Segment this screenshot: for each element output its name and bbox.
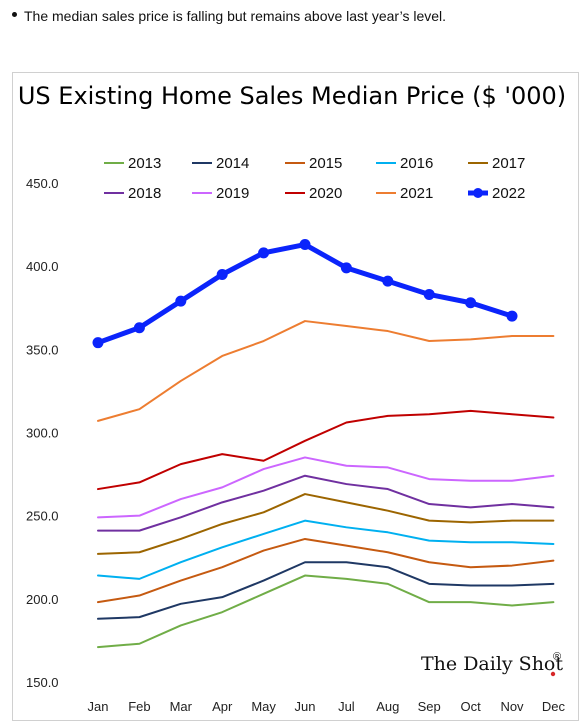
legend-label: 2013 [128,155,161,172]
data-point [465,297,477,309]
y-tick-label: 450.0 [26,176,59,191]
legend-item: 2022 [468,185,525,202]
series-line [97,456,555,519]
data-point [299,239,311,251]
data-point [423,288,435,300]
x-tick-label: Apr [212,699,233,714]
brand-mark: ® [553,651,561,663]
series-2013 [97,574,555,649]
data-point [216,268,228,280]
y-tick-label: 250.0 [26,509,59,524]
series-2018 [97,474,555,532]
legend-label: 2016 [400,155,433,172]
legend-label: 2021 [400,185,433,202]
legend-label: 2019 [216,185,249,202]
legend-item: 2021 [376,185,433,202]
x-tick-label: Oct [460,699,481,714]
series-2022 [92,239,518,349]
series-2021 [97,320,555,422]
y-tick-label: 400.0 [26,259,59,274]
legend-label: 2020 [309,185,342,202]
x-tick-label: Dec [542,699,566,714]
bullet-icon [12,11,17,17]
series-2014 [97,561,555,620]
x-tick-label: Aug [376,699,399,714]
series-line [97,474,555,532]
legend-item: 2017 [468,155,525,172]
legend-label: 2022 [492,185,525,202]
series-2015 [97,537,555,604]
y-tick-label: 350.0 [26,342,59,357]
chart-legend: 2013 2014 2015 2016 2017 2018 2019 2020 2021 2022 [104,155,525,202]
legend-label: 2018 [128,185,161,202]
series-line [95,242,515,346]
series-2019 [97,456,555,519]
series-line [97,409,555,491]
legend-item: 2020 [285,185,342,202]
y-tick-label: 300.0 [26,426,59,441]
chart-frame [12,72,579,721]
brand-logo: The Daily Shot ® [421,651,563,677]
legend-label: 2017 [492,155,525,172]
x-tick-label: Sep [418,699,441,714]
legend-item: 2019 [192,185,249,202]
legend-label: 2015 [309,155,342,172]
series-line [97,574,555,649]
legend-label: 2014 [216,155,249,172]
data-point [506,310,518,322]
data-point [382,275,394,287]
note-text: The median sales price is falling but re… [24,8,447,24]
legend-item: 2014 [192,155,249,172]
x-tick-label: Feb [128,699,150,714]
legend-item: 2015 [285,155,342,172]
x-tick-label: Nov [500,699,524,714]
x-tick-label: Mar [170,699,193,714]
legend-item: 2018 [104,185,161,202]
y-axis: 150.0 200.0 250.0 300.0 350.0 400.0 450.0 [26,176,59,690]
data-point [92,337,104,349]
legend-marker [473,188,483,198]
legend-item: 2016 [376,155,433,172]
data-point [133,322,145,334]
commentary-note: The median sales price is falling but re… [12,8,446,24]
brand-name: The Daily Shot [421,653,563,675]
data-point [340,262,352,274]
x-tick-label: Jun [295,699,316,714]
chart-title: US Existing Home Sales Median Price ($ '… [18,82,566,110]
series-line [97,561,555,620]
series-layer [92,239,555,649]
brand-dot [550,671,556,677]
series-line [97,537,555,604]
series-2016 [97,519,555,580]
y-tick-label: 150.0 [26,675,59,690]
x-axis: Jan Feb Mar Apr May Jun Jul Aug Sep Oct Nov Dec [88,699,566,714]
series-line [97,519,555,580]
series-line [97,320,555,422]
x-tick-label: Jan [88,699,109,714]
x-tick-label: May [251,699,276,714]
series-2020 [97,409,555,491]
legend-item: 2013 [104,155,161,172]
x-tick-label: Jul [338,699,355,714]
y-tick-label: 200.0 [26,592,59,607]
series-2017 [97,493,555,555]
data-point [175,295,187,307]
data-point [258,247,270,259]
series-line [97,493,555,555]
